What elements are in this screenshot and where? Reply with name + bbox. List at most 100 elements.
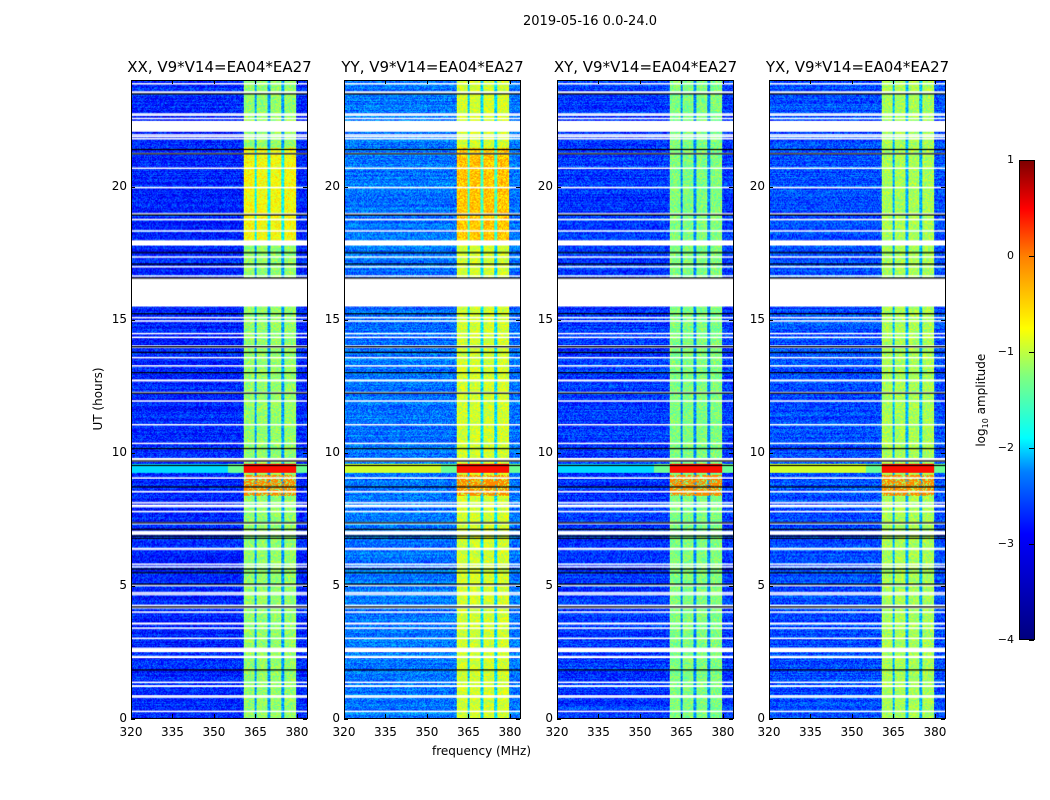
x-tick [934,80,936,84]
heatmap-panel [344,80,521,719]
y-tick-label: 20 [324,178,340,193]
y-tick [516,452,520,454]
y-tick [941,452,945,454]
x-tick [810,80,812,84]
y-tick [941,319,945,321]
x-tick [344,714,345,718]
heatmap-image [345,81,520,718]
x-tick [213,80,215,84]
y-tick-label: 0 [332,711,340,725]
x-tick [213,714,215,718]
colorbar [1019,160,1035,640]
colorbar-label: log10 amplitude [974,350,990,450]
y-tick-label: 0 [545,711,553,725]
x-tick-label: 350 [628,725,652,739]
x-tick-label: 380 [923,725,947,739]
colorbar-tick-label: 0 [1007,249,1014,262]
y-tick [729,719,733,720]
y-tick [303,452,307,454]
x-tick [509,80,511,84]
x-tick [426,80,428,84]
y-tick [941,186,945,188]
x-tick [639,80,641,84]
panel-title: XX, V9*V14=EA04*EA27 [127,58,312,76]
x-tick [509,714,511,718]
y-tick [557,719,561,720]
y-tick [303,585,307,587]
y-tick [769,319,773,321]
y-tick-label: 20 [537,178,553,193]
x-tick [468,80,470,84]
panel-title: XY, V9*V14=EA04*EA27 [553,58,738,76]
y-tick [557,319,561,321]
x-tick [172,714,174,718]
y-tick [131,319,135,321]
y-tick-label: 15 [111,311,127,326]
colorbar-tick-label: 1 [1007,153,1014,166]
x-tick [893,80,895,84]
x-tick-label: 365 [244,725,267,739]
x-tick-label: 380 [498,725,522,739]
x-tick-label: 335 [799,725,822,739]
y-tick [516,186,520,188]
y-tick [941,585,945,587]
y-tick [131,585,135,587]
x-tick [344,80,345,84]
panel-title: YX, V9*V14=EA04*EA27 [765,58,950,76]
y-axis-label: UT (hours) [91,367,105,431]
heatmap-panel [769,80,946,719]
y-tick [131,452,135,454]
x-tick [385,714,387,718]
y-tick [303,186,307,188]
y-tick [303,719,307,720]
y-tick [729,319,733,321]
x-tick-label: 380 [711,725,735,739]
x-tick [769,80,770,84]
x-tick-label: 365 [670,725,693,739]
x-tick [557,714,558,718]
x-tick [810,714,812,718]
x-tick [598,80,600,84]
x-tick-label: 350 [840,725,864,739]
y-tick-label: 5 [545,577,553,592]
colorbar-tick-label: −2 [997,441,1014,454]
x-tick [851,714,853,718]
x-tick [255,714,257,718]
x-tick-label: 320 [119,725,143,739]
heatmap-image [132,81,307,718]
x-tick-label: 380 [285,725,309,739]
y-tick [769,585,773,587]
y-tick [729,452,733,454]
colorbar-tick-label: −1 [997,345,1014,358]
x-tick [769,714,770,718]
y-tick [516,585,520,587]
y-tick-label: 0 [757,711,765,725]
x-tick [722,714,724,718]
x-tick-label: 335 [587,725,610,739]
y-tick [131,186,135,188]
x-tick [598,714,600,718]
x-tick [426,714,428,718]
x-tick [557,80,558,84]
x-tick-label: 320 [332,725,356,739]
y-tick [303,319,307,321]
colorbar-label-sub: 10 [981,418,991,429]
x-tick [131,80,132,84]
heatmap-image [558,81,733,718]
panel-title: YY, V9*V14=EA04*EA27 [341,58,524,76]
y-tick [131,719,135,720]
y-tick-label: 0 [119,711,127,725]
y-tick-label: 5 [119,577,127,592]
colorbar-tick [1029,640,1034,641]
figure-suptitle: 2019-05-16 0.0-24.0 [523,14,657,29]
x-tick [681,714,683,718]
x-tick [639,714,641,718]
y-tick [516,719,520,720]
y-tick [769,186,773,188]
y-tick-label: 15 [324,311,340,326]
y-tick [344,186,348,188]
colorbar-label-main: log [973,428,988,447]
y-tick [344,319,348,321]
x-tick [893,714,895,718]
